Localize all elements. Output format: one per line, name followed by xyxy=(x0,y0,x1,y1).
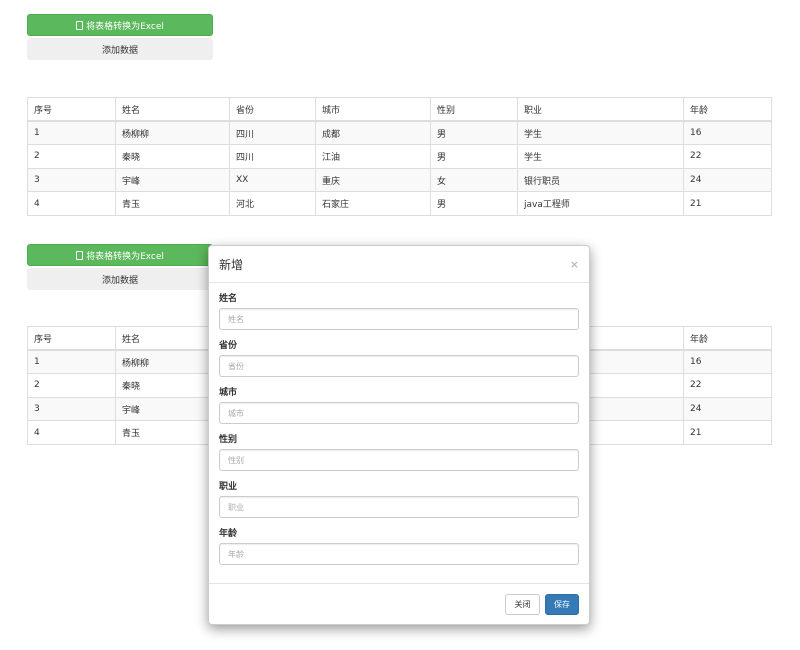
save-button[interactable]: 保存 xyxy=(545,594,579,615)
column-header: 序号 xyxy=(27,326,116,352)
table-cell: 成都 xyxy=(315,120,431,146)
table-cell: 16 xyxy=(683,120,772,146)
table-cell: 4 xyxy=(27,420,116,445)
table-cell: 银行职员 xyxy=(517,167,684,193)
table-cell: 16 xyxy=(683,349,772,375)
table-cell: java工程师 xyxy=(517,191,684,216)
export-excel-button-2[interactable]: 将表格转换为Excel xyxy=(27,244,213,266)
table-cell: 秦晓 xyxy=(115,144,230,169)
table-cell: 24 xyxy=(683,167,772,193)
column-header: 性别 xyxy=(430,97,518,123)
table-cell: 青玉 xyxy=(115,191,230,216)
table-cell: 女 xyxy=(430,167,518,193)
table-cell: 重庆 xyxy=(315,167,431,193)
form-group: 城市 xyxy=(219,387,579,434)
table-cell: 男 xyxy=(430,191,518,216)
table-cell: 男 xyxy=(430,144,518,169)
export-excel-button[interactable]: 将表格转换为Excel xyxy=(27,14,213,36)
column-header: 年龄 xyxy=(683,97,772,123)
field-input[interactable] xyxy=(219,543,579,565)
close-icon[interactable]: × xyxy=(569,257,579,271)
column-header: 城市 xyxy=(315,97,431,123)
field-label: 职业 xyxy=(219,482,238,492)
table-cell: 学生 xyxy=(517,120,684,146)
table-cell: 1 xyxy=(27,349,116,375)
table-cell: 2 xyxy=(27,373,116,398)
table-cell: 4 xyxy=(27,191,116,216)
table-cell: 四川 xyxy=(229,144,316,169)
table-cell: 男 xyxy=(430,120,518,146)
table-cell: 22 xyxy=(683,144,772,169)
export-label: 将表格转换为Excel xyxy=(86,21,164,32)
add-data-button-2[interactable]: 添加数据 xyxy=(27,268,213,290)
field-input[interactable] xyxy=(219,308,579,330)
table-cell: 学生 xyxy=(517,144,684,169)
field-label: 性别 xyxy=(219,435,238,445)
table-cell: 石家庄 xyxy=(315,191,431,216)
table-cell: 22 xyxy=(683,373,772,398)
column-header: 序号 xyxy=(27,97,116,123)
field-input[interactable] xyxy=(219,496,579,518)
form-group: 姓名 xyxy=(219,293,579,340)
column-header: 省份 xyxy=(229,97,316,123)
modal-footer: 关闭 保存 xyxy=(209,583,589,625)
table-cell: 杨柳柳 xyxy=(115,120,230,146)
table-cell: 河北 xyxy=(229,191,316,216)
field-label: 城市 xyxy=(219,388,238,398)
field-label: 姓名 xyxy=(219,294,238,304)
column-header: 年龄 xyxy=(683,326,772,352)
column-header: 职业 xyxy=(517,97,684,123)
table-cell: 24 xyxy=(683,396,772,422)
column-header: 姓名 xyxy=(115,97,230,123)
field-input[interactable] xyxy=(219,402,579,424)
add-data-button[interactable]: 添加数据 xyxy=(27,38,213,60)
data-table: 序号 姓名 省份 城市 性别 职业 年龄 1 杨柳柳 四川 成都男学生 16 2 秦晓 四川 江油男学生 22 3… xyxy=(27,97,772,216)
table-cell: 21 xyxy=(683,420,772,445)
form-group: 性别 xyxy=(219,434,579,481)
form-group: 职业 xyxy=(219,481,579,528)
table-cell: 江油 xyxy=(315,144,431,169)
field-label: 省份 xyxy=(219,341,238,351)
field-label: 年龄 xyxy=(219,529,238,539)
table-cell: 1 xyxy=(27,120,116,146)
table-cell: XX xyxy=(229,167,316,193)
file-excel-icon xyxy=(76,20,84,30)
form-group: 年龄 xyxy=(219,528,579,575)
field-input[interactable] xyxy=(219,449,579,471)
table-cell: 宇峰 xyxy=(115,167,230,193)
export-label: 将表格转换为Excel xyxy=(86,251,164,262)
file-excel-icon xyxy=(76,250,84,260)
table-cell: 四川 xyxy=(229,120,316,146)
modal-header: 新增 × xyxy=(209,246,589,283)
table-cell: 21 xyxy=(683,191,772,216)
table-cell: 2 xyxy=(27,144,116,169)
modal-title: 新增 xyxy=(219,257,244,272)
form-group: 省份 xyxy=(219,340,579,387)
table-cell: 3 xyxy=(27,167,116,193)
table-cell: 3 xyxy=(27,396,116,422)
header-row: 序号姓名省份城市性别职业年龄 xyxy=(27,97,772,123)
field-input[interactable] xyxy=(219,355,579,377)
close-button[interactable]: 关闭 xyxy=(505,594,540,615)
